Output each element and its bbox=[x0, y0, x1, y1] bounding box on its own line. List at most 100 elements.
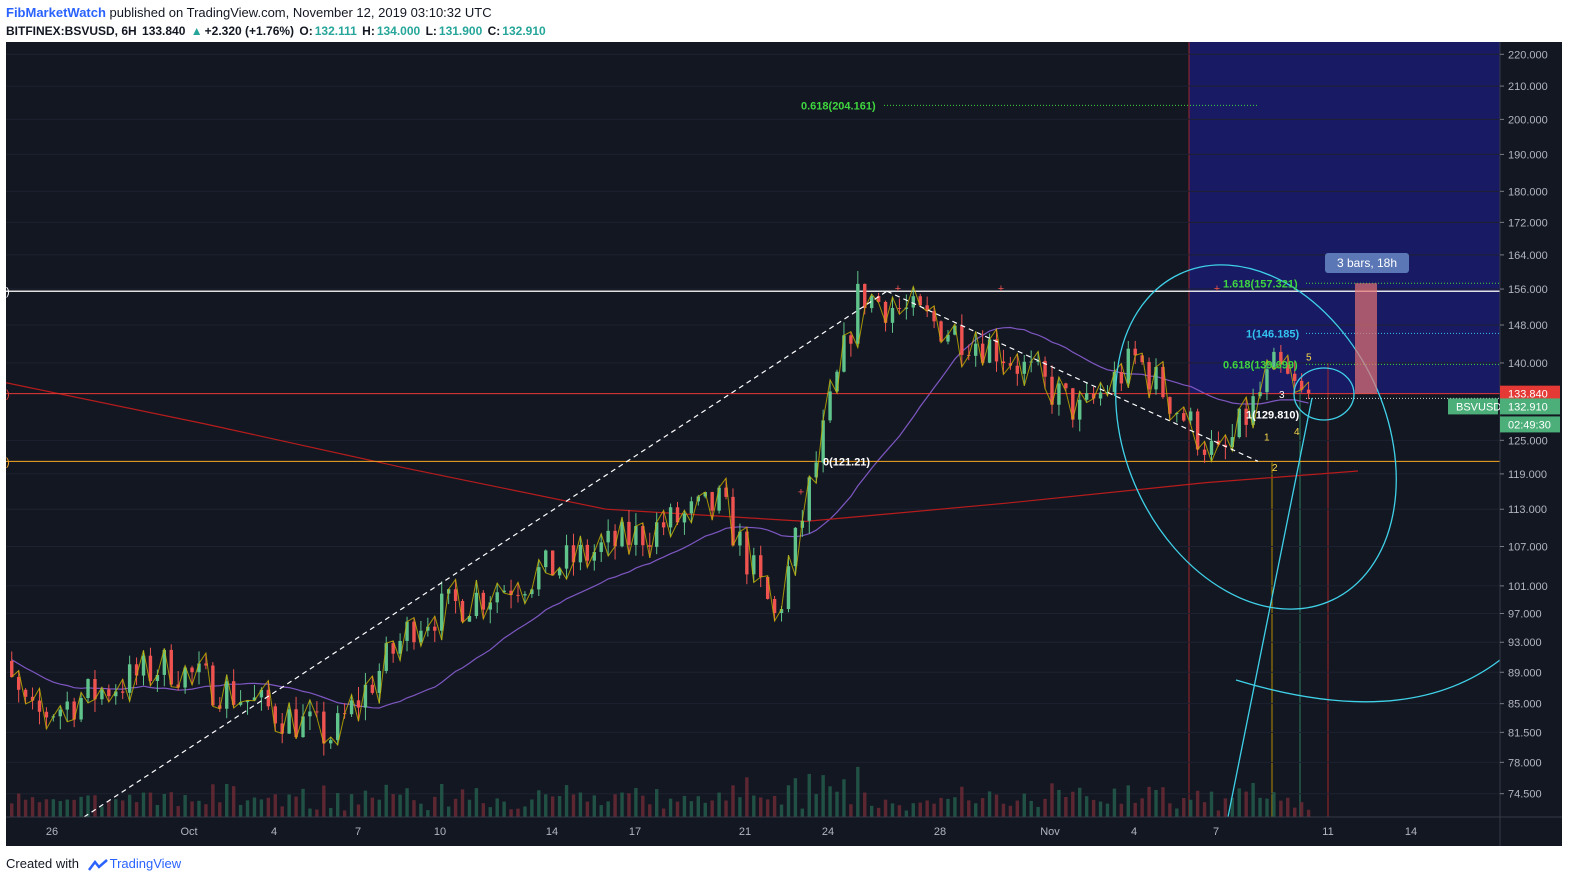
volume-bar bbox=[578, 792, 583, 817]
volume-bar bbox=[377, 799, 381, 817]
candle bbox=[1140, 355, 1144, 363]
candle bbox=[377, 670, 381, 693]
candle bbox=[1202, 449, 1207, 455]
volume-bar bbox=[467, 799, 472, 817]
price-tick-label: 97.000 bbox=[1508, 608, 1542, 620]
candle bbox=[1001, 361, 1006, 364]
volume-bar bbox=[176, 806, 180, 817]
volume-bar bbox=[1001, 803, 1006, 817]
candle bbox=[530, 589, 534, 595]
volume-bar bbox=[51, 799, 56, 817]
volume-bar bbox=[786, 785, 791, 817]
candle bbox=[10, 660, 14, 677]
volume-bar bbox=[869, 805, 874, 817]
candle bbox=[627, 521, 631, 545]
candle bbox=[481, 592, 486, 610]
candle bbox=[238, 702, 243, 705]
volume-bar bbox=[883, 799, 888, 817]
fib-level-label: 1.618(157.321) bbox=[1223, 278, 1298, 290]
zigzag-line bbox=[11, 285, 1309, 747]
author-link[interactable]: FibMarketWatch bbox=[6, 5, 106, 20]
volume-bar bbox=[23, 799, 28, 817]
volume-bar bbox=[627, 793, 631, 817]
volume-bar bbox=[301, 788, 305, 817]
volume-bar bbox=[974, 803, 978, 817]
level-edge-marker: ) bbox=[6, 456, 10, 468]
time-tick-label: 28 bbox=[934, 826, 946, 838]
candle bbox=[474, 592, 479, 617]
price-tick-label: 93.000 bbox=[1508, 637, 1542, 649]
candle bbox=[1050, 376, 1054, 405]
price-chart[interactable]: 0.618(204.161) 1.618(157.321) 1(146.185) 0.… bbox=[6, 42, 1562, 846]
price-axis bbox=[1500, 42, 1562, 846]
symbol-tag-label: BSVUSD bbox=[1456, 401, 1501, 413]
candle bbox=[925, 305, 929, 312]
candle bbox=[488, 602, 492, 610]
candle bbox=[1161, 367, 1165, 398]
volume-bar bbox=[821, 775, 825, 817]
last-price-tag bbox=[1500, 385, 1560, 402]
open-value: 132.111 bbox=[314, 24, 357, 38]
volume-bar bbox=[238, 804, 243, 817]
volume-bar bbox=[1251, 783, 1255, 817]
volume-bar bbox=[814, 794, 818, 817]
candle bbox=[731, 496, 735, 546]
time-tick-label: 4 bbox=[271, 826, 277, 838]
price-tick-label: 107.000 bbox=[1508, 541, 1548, 553]
fib-level-label: 1(129.810) bbox=[1246, 410, 1300, 422]
volume-bar bbox=[474, 788, 479, 817]
last-price-tag-label: 133.840 bbox=[1508, 389, 1548, 401]
volume-bar bbox=[1188, 799, 1193, 817]
volume-bar bbox=[398, 794, 402, 817]
candle bbox=[280, 723, 284, 734]
volume-bar bbox=[384, 784, 388, 817]
close-price-tag-label: 132.910 bbox=[1508, 401, 1548, 413]
volume-bar bbox=[731, 785, 735, 817]
candle bbox=[703, 492, 707, 497]
volume-bar bbox=[1306, 809, 1311, 817]
candle bbox=[648, 545, 652, 547]
candle bbox=[16, 676, 21, 690]
volume-bar bbox=[1279, 800, 1283, 817]
candle bbox=[890, 307, 895, 323]
volume-bar bbox=[114, 799, 118, 817]
candle bbox=[974, 343, 978, 356]
volume-bar bbox=[412, 800, 416, 817]
volume-bar bbox=[245, 800, 250, 817]
symbol-name: BITFINEX:BSVUSD, 6H bbox=[6, 24, 137, 38]
tradingview-logo-icon bbox=[87, 858, 108, 871]
volume-bar bbox=[939, 797, 943, 817]
candle bbox=[294, 709, 298, 738]
price-tick-label: 78.000 bbox=[1508, 757, 1542, 769]
candle bbox=[1306, 389, 1311, 394]
volume-bar bbox=[752, 795, 756, 817]
candle bbox=[1022, 361, 1026, 374]
volume-bar bbox=[1258, 797, 1262, 817]
candle bbox=[807, 477, 811, 521]
candle bbox=[1036, 360, 1040, 362]
low-label: L: bbox=[425, 24, 437, 38]
volume-bar bbox=[211, 784, 215, 817]
candle bbox=[717, 487, 721, 511]
candle bbox=[1182, 413, 1186, 421]
volume-bar bbox=[745, 777, 749, 817]
volume-bar bbox=[689, 801, 694, 817]
volume-bar bbox=[65, 799, 69, 817]
volume-bar bbox=[890, 803, 895, 817]
volume-bar bbox=[835, 791, 839, 817]
candle bbox=[828, 391, 832, 421]
candle bbox=[127, 664, 132, 693]
volume-bar bbox=[1272, 792, 1276, 817]
candle bbox=[980, 343, 985, 363]
candle bbox=[204, 663, 208, 666]
price-tick-label: 220.000 bbox=[1508, 49, 1548, 61]
candle bbox=[37, 700, 42, 712]
projection-zone bbox=[1189, 42, 1500, 394]
volume-bar bbox=[537, 790, 541, 817]
candle bbox=[1008, 363, 1013, 366]
tradingview-brand[interactable]: TradingView bbox=[109, 856, 182, 871]
candle bbox=[252, 697, 257, 701]
candle bbox=[578, 544, 583, 563]
candle bbox=[1078, 399, 1082, 420]
candle bbox=[793, 527, 798, 567]
